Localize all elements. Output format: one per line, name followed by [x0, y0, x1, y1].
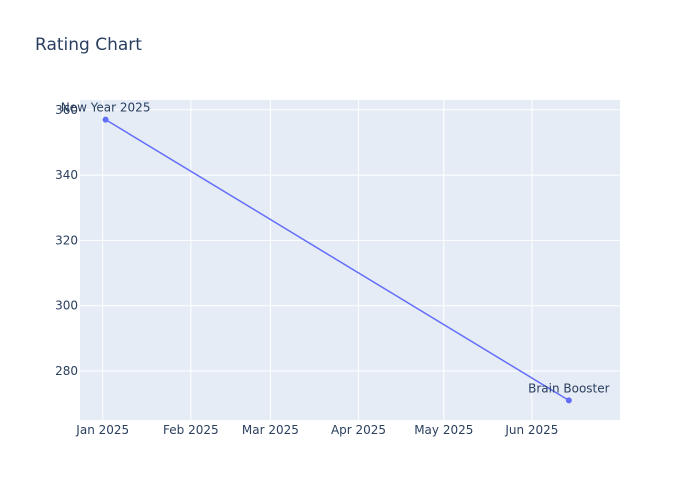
series-line	[105, 118, 570, 402]
chart-title: Rating Chart	[35, 35, 142, 55]
x-tick-label: Jun 2025	[504, 423, 558, 437]
point-label: New Year 2025	[61, 101, 151, 115]
x-tick-label: Mar 2025	[242, 423, 299, 437]
x-tick-label: Jan 2025	[75, 423, 129, 437]
series-layer	[102, 116, 572, 404]
y-tick-label: 360	[55, 103, 78, 117]
y-tick-label: 340	[55, 168, 78, 182]
data-point	[565, 397, 572, 404]
annotation-layer: New Year 2025 Brain Booster	[61, 101, 610, 396]
grid-lines	[80, 100, 620, 420]
y-tick-label: 320	[55, 233, 78, 247]
point-label: Brain Booster	[528, 381, 610, 395]
plot-area	[80, 100, 620, 420]
x-tick-label: Feb 2025	[163, 423, 219, 437]
x-tick-label: Apr 2025	[331, 423, 386, 437]
y-axis-ticks: 280 300 320 340 360	[55, 103, 78, 378]
x-tick-label: May 2025	[414, 423, 473, 437]
x-axis-ticks: Jan 2025 Feb 2025 Mar 2025 Apr 2025 May 2025…	[75, 423, 558, 437]
y-tick-label: 280	[55, 364, 78, 378]
data-point	[102, 116, 109, 123]
y-tick-label: 300	[55, 299, 78, 313]
